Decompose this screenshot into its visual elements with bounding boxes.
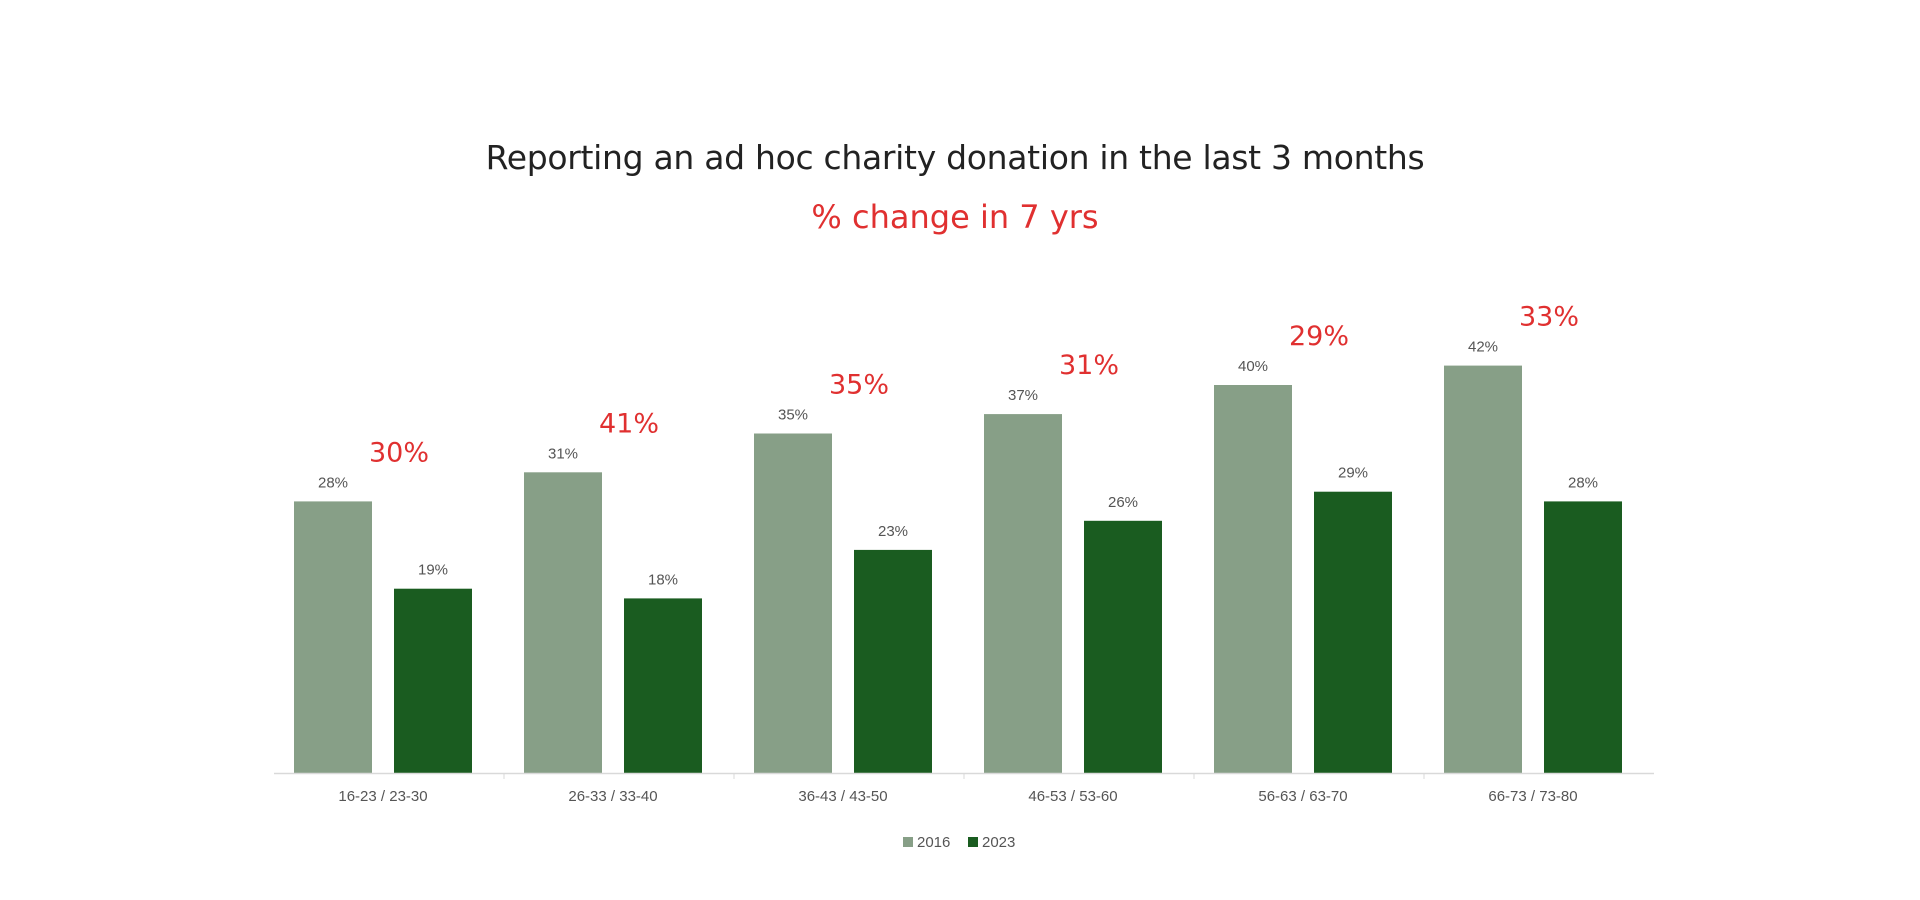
change-label-5: 33% — [1519, 302, 1579, 333]
x-axis-ticks: 16-23 / 23-30 26-33 / 33-40 36-43 / 43-50 4… — [338, 773, 1578, 805]
data-label-2023-0: 19% — [418, 562, 448, 579]
bar-2023-3 — [1084, 520, 1162, 773]
bar-2016-4 — [1214, 385, 1292, 773]
data-label-2016-3: 37% — [1008, 387, 1038, 404]
change-label-4: 29% — [1289, 321, 1349, 352]
x-tick-label-3: 46-53 / 53-60 — [1028, 788, 1117, 805]
legend-swatch-2023 — [968, 837, 978, 847]
bar-2023-1 — [624, 598, 702, 773]
x-tick-label-2: 36-43 / 43-50 — [798, 788, 887, 805]
data-label-2016-2: 35% — [778, 407, 808, 424]
bar-2016-3 — [984, 414, 1062, 773]
bar-2023-4 — [1314, 491, 1392, 773]
x-tick-label-4: 56-63 / 63-70 — [1258, 788, 1347, 805]
change-label-1: 41% — [599, 408, 659, 439]
bar-2016-0 — [294, 501, 372, 773]
bar-2016-1 — [524, 472, 602, 773]
chart-title: Reporting an ad hoc charity donation in … — [485, 138, 1425, 177]
bar-2016-5 — [1444, 365, 1522, 773]
data-label-2023-4: 29% — [1338, 465, 1368, 482]
x-tick-label-1: 26-33 / 33-40 — [568, 788, 657, 805]
data-label-2023-5: 28% — [1568, 474, 1598, 491]
bars-layer: 28% 19% 30% 31% 18% 41% 35% 23% 35% 37% 26% 31% 40% 2… — [294, 302, 1622, 773]
legend-label-2023: 2023 — [982, 834, 1015, 851]
change-label-2: 35% — [829, 370, 889, 401]
data-label-2023-2: 23% — [878, 523, 908, 540]
change-label-0: 30% — [369, 437, 429, 468]
data-label-2016-4: 40% — [1238, 358, 1268, 375]
chart-subtitle: % change in 7 yrs — [811, 198, 1099, 236]
data-label-2023-3: 26% — [1108, 494, 1138, 511]
legend-swatch-2016 — [903, 837, 913, 847]
data-label-2016-0: 28% — [318, 474, 348, 491]
x-tick-label-5: 66-73 / 73-80 — [1488, 788, 1577, 805]
data-label-2023-1: 18% — [648, 571, 678, 588]
bar-2023-2 — [854, 549, 932, 773]
data-label-2016-1: 31% — [548, 445, 578, 462]
x-tick-label-0: 16-23 / 23-30 — [338, 788, 427, 805]
data-label-2016-5: 42% — [1468, 339, 1498, 356]
legend: 2016 2023 — [903, 834, 1015, 851]
bar-2023-0 — [394, 588, 472, 773]
bar-2016-2 — [754, 433, 832, 773]
legend-label-2016: 2016 — [917, 834, 950, 851]
change-label-3: 31% — [1059, 350, 1119, 381]
bar-2023-5 — [1544, 501, 1622, 773]
